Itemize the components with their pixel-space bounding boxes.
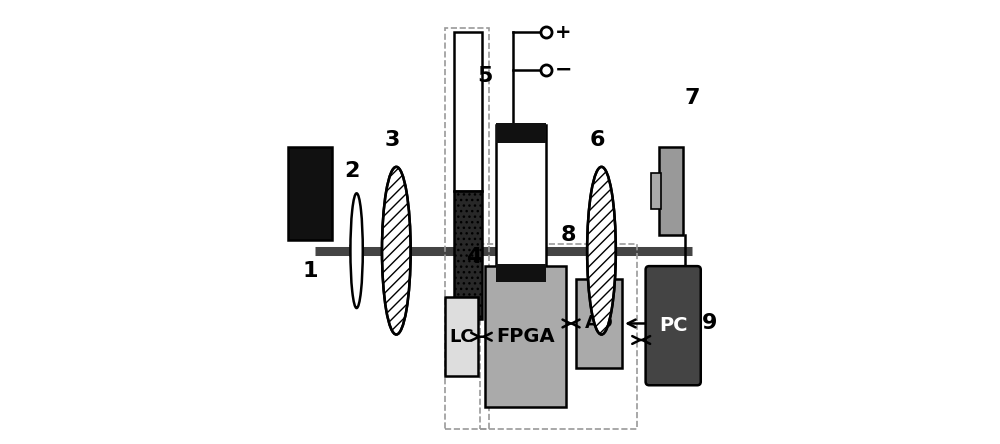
FancyBboxPatch shape [646, 266, 701, 385]
Text: 8: 8 [561, 225, 576, 245]
Bar [576, 279, 622, 368]
Text: −: − [555, 60, 573, 80]
Text: LC: LC [450, 328, 474, 346]
Text: 3: 3 [384, 131, 400, 151]
Text: +: + [555, 23, 572, 42]
Bar [496, 125, 546, 279]
Ellipse shape [587, 167, 616, 334]
Bar [485, 266, 566, 407]
Text: 9: 9 [702, 313, 717, 333]
Text: PC: PC [659, 316, 687, 335]
Bar [445, 28, 489, 429]
Ellipse shape [382, 167, 411, 334]
Bar [454, 191, 482, 319]
Bar [480, 244, 637, 429]
Bar [454, 32, 482, 191]
Text: 7: 7 [684, 88, 700, 108]
Bar [659, 147, 683, 235]
Text: FPGA: FPGA [496, 327, 555, 346]
Text: 5: 5 [477, 67, 492, 87]
Text: 2: 2 [345, 161, 360, 181]
Text: 4: 4 [466, 247, 481, 267]
Bar [496, 264, 546, 281]
Bar [651, 174, 661, 209]
Bar [288, 147, 332, 240]
Bar [496, 123, 546, 143]
Text: AD: AD [585, 314, 613, 333]
Text: 6: 6 [589, 131, 605, 151]
Text: 1: 1 [303, 261, 318, 281]
Ellipse shape [350, 193, 363, 308]
Bar [445, 297, 478, 377]
